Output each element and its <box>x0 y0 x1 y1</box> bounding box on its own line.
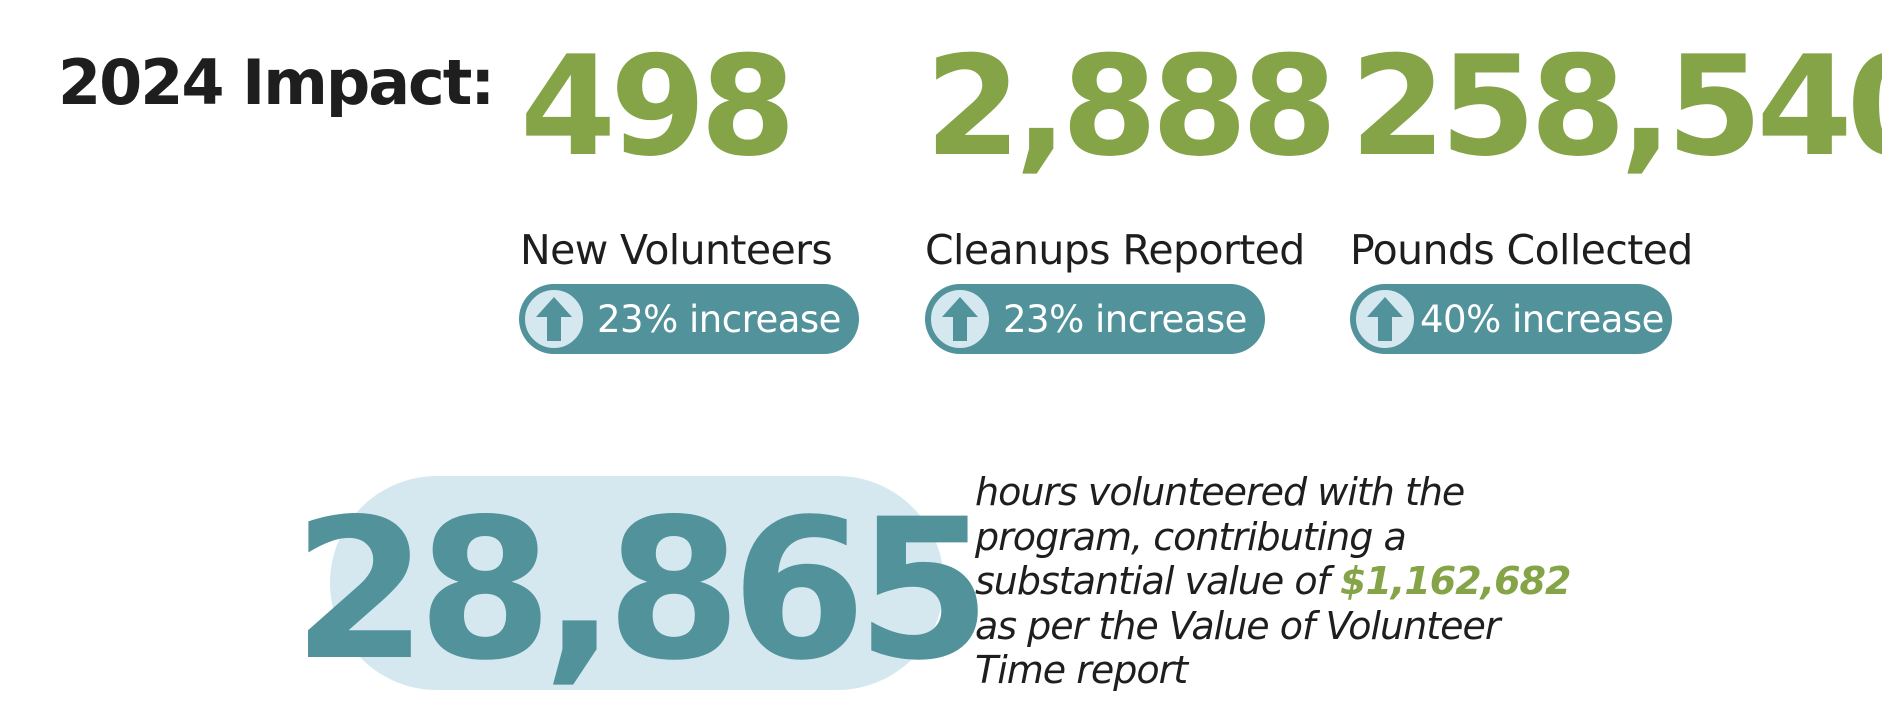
hours-line-text: substantial value of <box>975 559 1341 603</box>
increase-badge: 40% increase <box>1350 284 1672 354</box>
stat-new-volunteers: 498 New Volunteers <box>520 26 833 274</box>
increase-text: 40% increase <box>1420 297 1664 341</box>
stat-number: 498 <box>520 26 796 187</box>
stat-label: Cleanups Reported <box>925 226 1305 274</box>
impact-heading: 2024 Impact: <box>58 46 495 119</box>
hours-line: hours volunteered with the <box>975 470 1465 514</box>
hours-description: hours volunteered with the program, cont… <box>975 470 1575 693</box>
increase-text: 23% increase <box>597 297 841 341</box>
hours-line: substantial value of $1,162,682 <box>975 559 1575 604</box>
stat-pounds-collected: 258,540 Pounds Collected <box>1350 38 1882 271</box>
increase-text: 23% increase <box>1003 297 1247 341</box>
stat-number: 258,540 <box>1350 26 1882 187</box>
hours-line: as per the Value of Volunteer <box>975 603 1501 648</box>
stat-number: 2,888 <box>925 26 1338 187</box>
hours-badge: 28,865 <box>293 476 991 690</box>
up-arrow-icon <box>1354 288 1416 350</box>
stat-cleanups-reported: 2,888 Cleanups Reported <box>925 26 1338 274</box>
stat-label: Pounds Collected <box>1350 226 1693 274</box>
up-arrow-icon <box>929 288 991 350</box>
increase-badge: 23% increase <box>925 284 1265 354</box>
hours-line: program, contributing a <box>975 514 1407 559</box>
hours-line: Time report <box>975 648 1188 692</box>
stat-label: New Volunteers <box>520 226 833 274</box>
hours-number: 28,865 <box>292 477 992 703</box>
increase-badge: 23% increase <box>519 284 859 354</box>
dollar-value: $1,162,682 <box>1340 559 1571 603</box>
up-arrow-icon <box>523 288 585 350</box>
